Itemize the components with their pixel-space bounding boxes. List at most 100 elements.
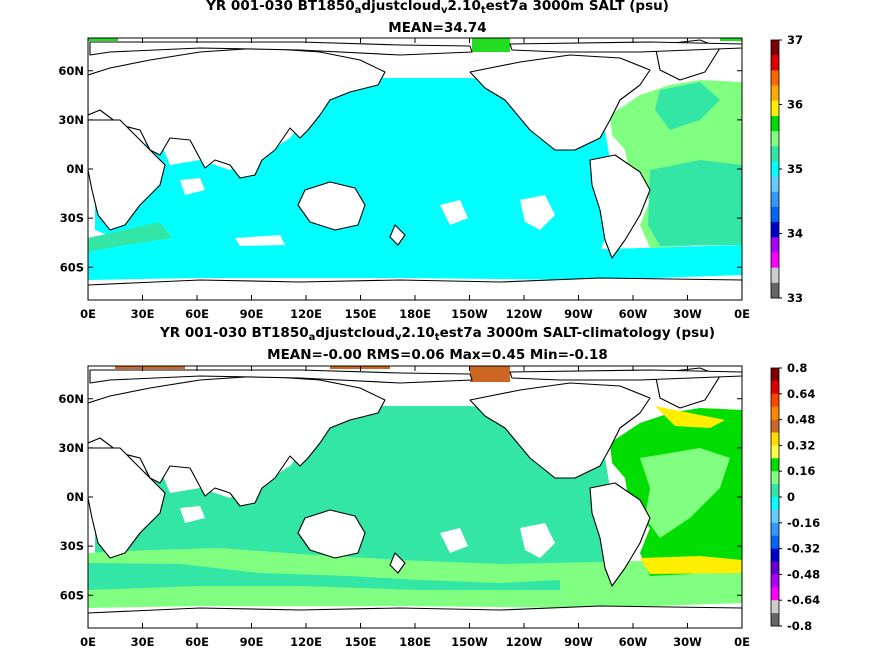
colorbar-tick-label: 0.16	[787, 464, 815, 478]
colorbar-swatch	[771, 237, 779, 253]
colorbar-swatch	[771, 115, 779, 132]
colorbar-tick-label: -0.16	[787, 516, 820, 530]
x-tick-label: 120W	[506, 635, 543, 649]
colorbar-swatch	[771, 380, 779, 395]
y-axis-labels: 60N 30N 0N 30S 60S	[58, 392, 742, 602]
colorbar-swatch	[771, 406, 779, 420]
colorbar-tick-label: 0.48	[787, 413, 815, 427]
colorbar-swatch	[771, 161, 779, 177]
panel2-title: YR 001-030 BT1850adjustcloudv2.10test7a …	[160, 325, 715, 343]
x-tick-label: 30W	[673, 307, 702, 320]
x-tick-label: 30E	[131, 635, 155, 649]
land-north-america	[469, 54, 651, 151]
x-tick-label: 180E	[399, 307, 431, 320]
colorbar-swatch	[771, 548, 779, 562]
colorbar-swatch	[771, 497, 779, 511]
x-tick-label: 90W	[564, 635, 593, 649]
colorbar-tick-label: -0.8	[787, 619, 812, 633]
x-tick-label: 30W	[673, 635, 702, 649]
y-tick-label: 30S	[60, 539, 84, 553]
y-tick-label: 30S	[60, 211, 84, 225]
colorbar-tick-label: 33	[787, 291, 803, 305]
colorbar-tick-label: 35	[787, 162, 803, 176]
colorbar-swatch	[771, 368, 779, 382]
colorbar-tick-label: 0	[787, 490, 795, 504]
colorbar-swatch	[771, 509, 779, 524]
x-tick-label: 120W	[506, 307, 543, 320]
y-axis-labels: 60N 30N 0N 30S 60S	[58, 64, 742, 274]
colorbar-swatch	[771, 613, 779, 627]
x-tick-label: 60W	[619, 635, 648, 649]
x-axis-labels: 0E 30E 60E 90E 120E 150E 180E 150W 120W 90W 60W 30W…	[80, 38, 750, 320]
y-tick-label: 30N	[58, 113, 84, 127]
land-africa	[88, 119, 166, 231]
land-australia	[297, 181, 366, 231]
x-tick-label: 60W	[619, 307, 648, 320]
x-tick-label: 0E	[80, 635, 96, 649]
colorbar-swatch	[771, 445, 779, 459]
colorbar-swatch	[771, 587, 779, 601]
x-tick-label: 90E	[240, 307, 264, 320]
colorbar-swatch	[771, 574, 779, 588]
colorbar-swatch	[771, 55, 779, 71]
colorbar-tick-label: 0.64	[787, 387, 815, 401]
colorbar-swatch	[771, 131, 779, 147]
colorbar-swatch	[771, 393, 779, 407]
x-axis-labels: 0E 30E 60E 90E 120E 150E 180E 150W 120W 90W 60W 30W…	[80, 366, 750, 649]
colorbar: 37 36 35 34 33	[770, 33, 803, 305]
panel1-title: YR 001-030 BT1850adjustcloudv2.10test7a …	[206, 0, 669, 16]
panel1-stats: MEAN=34.74	[388, 20, 487, 36]
salt-anomaly-map: 0E 30E 60E 90E 120E 150E 180E 150W 120W 90W 60W 30W…	[58, 361, 820, 649]
colorbar-swatch	[771, 206, 779, 223]
ocean-fill	[88, 78, 612, 272]
x-tick-label: 0E	[734, 307, 750, 320]
colorbar-swatch	[771, 484, 779, 498]
colorbar-swatch	[771, 600, 779, 614]
colorbar-swatch	[771, 100, 779, 117]
colorbar-swatch	[771, 432, 779, 446]
x-tick-label: 120E	[290, 635, 322, 649]
x-tick-label: 180E	[399, 635, 431, 649]
y-tick-label: 60N	[58, 64, 84, 78]
colorbar-swatch	[771, 85, 779, 102]
x-tick-label: 60E	[185, 635, 209, 649]
colorbar-swatch	[771, 522, 779, 536]
colorbar-tick-label: -0.64	[787, 593, 820, 607]
y-tick-label: 0N	[66, 162, 84, 176]
colorbar-swatch	[771, 267, 779, 284]
colorbar-swatch	[771, 419, 779, 433]
x-tick-label: 60E	[185, 307, 209, 320]
colorbar: 0.8 0.64 0.48 0.32 0.16 0 -0.16 -0.32 -0.48 -0.64…	[770, 361, 820, 633]
colorbar-swatch	[771, 70, 779, 86]
colorbar-swatch	[771, 176, 779, 193]
colorbar-swatch	[771, 561, 779, 575]
salt-map: 0E 30E 60E 90E 120E 150E 180E 150W 120W 90W 60W 30W…	[58, 33, 803, 320]
x-tick-label: 150E	[345, 307, 377, 320]
x-tick-label: 150W	[451, 307, 488, 320]
x-tick-label: 120E	[290, 307, 322, 320]
y-tick-label: 30N	[58, 441, 84, 455]
colorbar-tick-label: 0.8	[787, 361, 807, 375]
land-south-america	[589, 154, 651, 259]
panel2-stats: MEAN=-0.00 RMS=0.06 Max=0.45 Min=-0.18	[267, 347, 608, 363]
colorbar-tick-label: 37	[787, 33, 803, 47]
y-tick-label: 60S	[60, 260, 84, 274]
x-tick-label: 0E	[80, 307, 96, 320]
colorbar-swatch	[771, 222, 779, 238]
y-tick-label: 60S	[60, 588, 84, 602]
x-tick-label: 150E	[345, 635, 377, 649]
colorbar-tick-label: -0.32	[787, 542, 820, 556]
colorbar-tick-label: 0.32	[787, 438, 815, 452]
y-tick-label: 0N	[66, 490, 84, 504]
x-tick-label: 30E	[131, 307, 155, 320]
colorbar-swatch	[771, 191, 779, 208]
x-tick-label: 90W	[564, 307, 593, 320]
x-tick-label: 90E	[240, 635, 264, 649]
colorbar-tick-label: 34	[787, 227, 803, 241]
x-tick-label: 150W	[451, 635, 488, 649]
x-tick-label: 0E	[734, 635, 750, 649]
colorbar-swatch	[771, 471, 779, 485]
colorbar-swatch	[771, 40, 779, 56]
colorbar-swatch	[771, 252, 779, 268]
colorbar-tick-label: -0.48	[787, 567, 820, 581]
